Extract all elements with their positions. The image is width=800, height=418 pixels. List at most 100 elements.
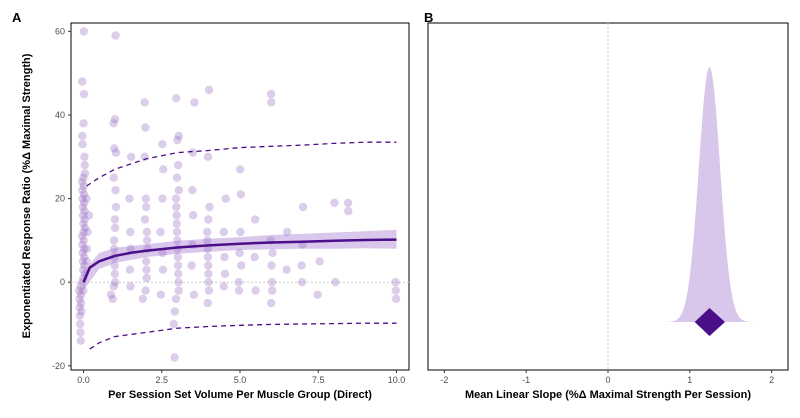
panel-b-x-ticks: -2 -1 0 1 2 <box>440 370 774 385</box>
panel-b-density: -2 -1 0 1 2 Mean Linear Slope (%Δ Maximal St… <box>427 22 789 401</box>
data-point <box>219 227 228 237</box>
data-point <box>109 119 118 128</box>
panel-a-prediction-interval <box>86 141 397 350</box>
data-point <box>188 148 197 157</box>
data-point <box>204 85 214 95</box>
data-point <box>221 194 230 203</box>
panel-b-estimate-diamond <box>694 308 725 336</box>
x-tick-label: 2 <box>769 375 774 385</box>
data-point <box>343 198 353 207</box>
data-point <box>141 286 150 295</box>
data-point <box>158 265 168 274</box>
panel-a-fit-band <box>83 229 397 291</box>
estimate-diamond <box>694 308 725 336</box>
x-tick-label: 10.0 <box>388 375 406 385</box>
data-point <box>297 261 306 270</box>
data-point <box>140 98 149 107</box>
data-point <box>80 152 89 161</box>
data-point <box>78 232 87 241</box>
data-point <box>75 294 84 304</box>
panel-a-x-axis-title: Per Session Set Volume Per Muscle Group … <box>108 389 372 401</box>
data-point <box>109 173 118 182</box>
data-point <box>204 278 213 287</box>
data-point <box>173 236 182 245</box>
data-point <box>173 135 182 145</box>
data-point <box>75 303 84 312</box>
data-point <box>79 27 89 36</box>
data-point <box>203 236 212 245</box>
data-point <box>110 269 120 278</box>
data-point <box>77 177 87 187</box>
data-point <box>80 252 89 262</box>
x-tick-label: 1 <box>687 375 692 385</box>
data-point <box>235 248 244 258</box>
panel-a-scatter: 0.0 2.5 5.0 7.5 10.0 -20 0 20 40 60 Per Session … <box>21 22 410 401</box>
data-point <box>158 140 167 149</box>
data-point <box>171 294 181 304</box>
data-point <box>111 186 120 195</box>
data-point <box>109 236 119 245</box>
data-point <box>110 144 119 153</box>
data-point <box>267 261 276 270</box>
data-point <box>204 215 213 224</box>
data-point <box>142 236 152 245</box>
data-point <box>203 298 212 308</box>
panel-a-label: A <box>12 10 22 25</box>
data-point <box>172 227 182 237</box>
data-point <box>330 198 339 207</box>
data-point <box>78 131 87 141</box>
data-point <box>266 298 276 308</box>
data-point <box>235 165 245 174</box>
y-tick-label: 40 <box>55 110 65 120</box>
data-point <box>391 294 401 304</box>
data-point <box>76 298 86 308</box>
data-point <box>298 202 308 212</box>
data-point <box>189 290 199 299</box>
data-point <box>282 227 292 237</box>
data-point <box>172 219 181 228</box>
y-tick-label: -20 <box>52 361 65 371</box>
data-point <box>203 152 213 161</box>
data-point <box>297 278 307 287</box>
data-point <box>111 31 120 40</box>
data-point <box>171 194 181 203</box>
data-point <box>236 227 245 237</box>
data-point <box>237 261 246 270</box>
data-point <box>268 248 277 258</box>
panel-a-y-axis-title: Exponentiated Response Ratio (%Δ Maximal… <box>21 53 33 338</box>
data-point <box>204 286 214 295</box>
data-point <box>250 252 259 262</box>
data-point <box>77 307 86 316</box>
data-point <box>108 294 117 304</box>
data-point <box>80 198 89 207</box>
data-point <box>125 194 134 203</box>
data-point <box>173 252 182 262</box>
data-point <box>110 244 119 253</box>
data-point <box>173 261 183 270</box>
data-point <box>79 219 88 228</box>
data-point <box>203 227 212 237</box>
data-point <box>78 240 87 249</box>
panel-b-density-area <box>664 67 755 322</box>
data-point <box>188 186 197 195</box>
data-point <box>282 265 291 274</box>
data-point <box>79 190 89 199</box>
data-point <box>76 290 86 299</box>
data-point <box>78 211 88 220</box>
data-point <box>78 194 87 203</box>
data-point <box>79 236 89 245</box>
x-tick-label: 0 <box>605 375 610 385</box>
data-point <box>158 194 167 203</box>
data-point <box>391 286 400 295</box>
data-point <box>315 257 324 266</box>
data-point <box>156 227 165 237</box>
data-point <box>267 98 276 107</box>
data-point <box>220 269 230 278</box>
data-point <box>80 223 90 233</box>
data-point <box>142 227 152 237</box>
data-point <box>267 278 277 287</box>
data-point <box>156 290 165 299</box>
data-point <box>110 115 120 124</box>
data-point <box>174 286 183 295</box>
data-point <box>190 98 199 107</box>
